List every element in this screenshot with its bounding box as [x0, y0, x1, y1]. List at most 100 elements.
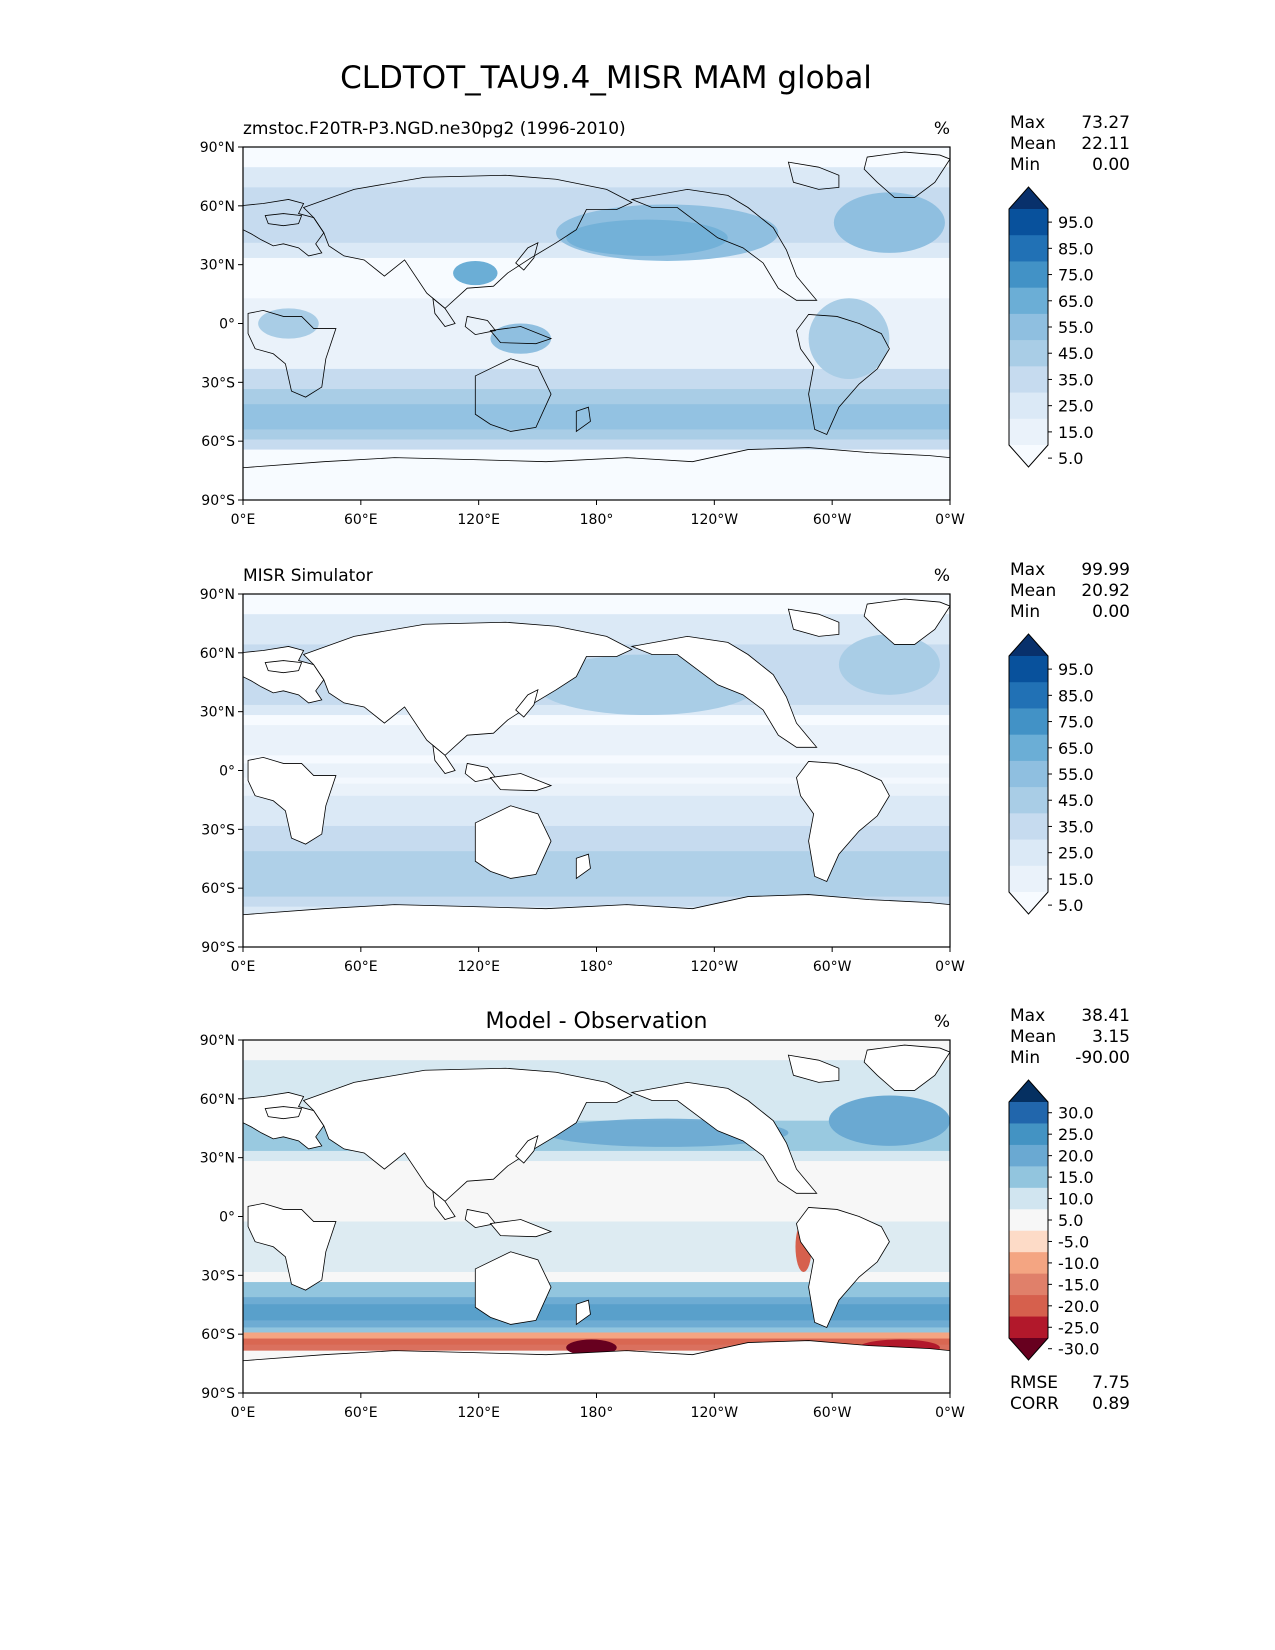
lon-tick-label: 60°E	[344, 1405, 378, 1421]
colorbar-tick-label: -30.0	[1058, 1340, 1099, 1359]
lon-tick-label: 120°W	[691, 959, 739, 975]
lat-tick-label: 60°N	[200, 1092, 235, 1108]
colorbar-segment	[1009, 1102, 1048, 1124]
lat-tick-label: 90°S	[201, 493, 235, 509]
map-panel-2: 90°N 60°N 30°N 0° 30°S 60°S 90°S 0°E 60°E 120°E 18…	[200, 560, 1130, 975]
lon-tick-label: 60°W	[813, 512, 852, 528]
colorbar-tick-label: 55.0	[1058, 318, 1094, 337]
colorbar-tick-label: 30.0	[1058, 1104, 1094, 1123]
stat-value: 99.99	[1081, 560, 1130, 580]
stat-value: 7.75	[1092, 1373, 1130, 1393]
lon-tick-label: 60°W	[813, 1405, 852, 1421]
stat-value: 20.92	[1081, 581, 1130, 601]
colorbar-segment	[1009, 340, 1048, 367]
colorbar-segment	[1009, 1144, 1048, 1167]
colorbar-extend-max	[1009, 187, 1048, 209]
colorbar-tick-label: 85.0	[1058, 686, 1094, 705]
colorbar-tick-label: -5.0	[1058, 1232, 1089, 1251]
lat-tick-label: 60°S	[201, 1327, 235, 1343]
colorbar-segment	[1009, 1316, 1048, 1339]
colorbar-segment	[1009, 656, 1048, 683]
panel-title: MISR Simulator	[243, 566, 373, 586]
figure-title: CLDTOT_TAU9.4_MISR MAM global	[340, 60, 872, 96]
colorbar-tick-label: -20.0	[1058, 1297, 1099, 1316]
lon-tick-label: 0°W	[935, 959, 965, 975]
colorbar-segment	[1009, 1123, 1048, 1146]
stat-value: 0.00	[1092, 602, 1130, 622]
panel-title: zmstoc.F20TR-P3.NGD.ne30pg2 (1996-2010)	[243, 119, 626, 139]
stat-label: RMSE	[1010, 1373, 1058, 1393]
colorbar-segment	[1009, 734, 1048, 762]
colorbar-tick-label: 45.0	[1058, 344, 1094, 363]
units-label: %	[934, 1012, 950, 1032]
colorbar-segment	[1009, 1273, 1048, 1296]
stat-value: 0.89	[1092, 1394, 1130, 1414]
lon-tick-label: 60°W	[813, 959, 852, 975]
lon-tick-label: 120°W	[691, 1405, 739, 1421]
colorbar-segment	[1009, 760, 1048, 788]
colorbar-tick-label: 25.0	[1058, 397, 1094, 416]
lat-tick-label: 90°N	[200, 140, 235, 156]
colorbar-segment	[1009, 1230, 1048, 1253]
colorbar-tick-label: 95.0	[1058, 213, 1094, 232]
colorbar-tick-label: 5.0	[1058, 1211, 1083, 1230]
colorbar-segment	[1009, 287, 1048, 315]
colorbar-tick-label: 85.0	[1058, 239, 1094, 258]
lat-tick-label: 30°N	[200, 1151, 235, 1167]
lat-tick-label: 30°S	[201, 822, 235, 838]
colorbar-tick-label: -25.0	[1058, 1318, 1099, 1337]
colorbar-tick-label: 35.0	[1058, 817, 1094, 836]
lon-tick-label: 0°W	[935, 512, 965, 528]
colorbar-segment	[1009, 1252, 1048, 1275]
colorbar-tick-label: 75.0	[1058, 713, 1094, 732]
stat-label: Min	[1010, 602, 1040, 622]
stat-label: Min	[1010, 1048, 1040, 1068]
lat-tick-label: 30°N	[200, 705, 235, 721]
stat-label: Max	[1010, 113, 1045, 133]
map-plot	[243, 1040, 950, 1393]
lat-tick-label: 60°N	[200, 199, 235, 215]
lon-tick-label: 180°	[580, 512, 614, 528]
lat-tick-label: 90°N	[200, 1033, 235, 1049]
colorbar-tick-label: 10.0	[1058, 1190, 1094, 1209]
colorbar-tick-label: 15.0	[1058, 423, 1094, 442]
lon-tick-label: 180°	[580, 1405, 614, 1421]
colorbar-segment	[1009, 418, 1048, 446]
stat-label: Mean	[1010, 1027, 1056, 1047]
lat-tick-label: 30°S	[201, 375, 235, 391]
stat-label: CORR	[1010, 1394, 1059, 1414]
colorbar-tick-label: -10.0	[1058, 1254, 1099, 1273]
colorbar-extend-max	[1009, 634, 1048, 656]
lon-tick-label: 60°E	[344, 959, 378, 975]
lon-tick-label: 180°	[580, 959, 614, 975]
colorbar-extend-min	[1009, 445, 1048, 467]
colorbar-tick-label: 25.0	[1058, 844, 1094, 863]
colorbar-tick-label: 20.0	[1058, 1147, 1094, 1166]
stat-label: Max	[1010, 1006, 1045, 1026]
colorbar-tick-label: 65.0	[1058, 739, 1094, 758]
colorbar-extend-min	[1009, 892, 1048, 914]
colorbar-segment	[1009, 1295, 1048, 1318]
units-label: %	[934, 566, 950, 586]
colorbar: 95.0 85.0 75.0 65.0 55.0 45.0 35.0 25.0 15.0 5.0	[1008, 633, 1094, 915]
lat-tick-label: 90°S	[201, 1386, 235, 1402]
colorbar-segment	[1009, 366, 1048, 394]
colorbar-tick-label: 15.0	[1058, 870, 1094, 889]
lat-tick-label: 60°S	[201, 881, 235, 897]
colorbar: 30.0 25.0 20.0 15.0 10.0 5.0 -5.0 -10.0 -15.0 -20…	[1008, 1079, 1099, 1361]
lat-tick-label: 60°N	[200, 646, 235, 662]
lat-tick-label: 90°N	[200, 587, 235, 603]
colorbar-segment	[1009, 865, 1048, 893]
colorbar-tick-label: 5.0	[1058, 449, 1083, 468]
lon-tick-label: 0°E	[231, 1405, 256, 1421]
lat-tick-label: 60°S	[201, 434, 235, 450]
map-panel-1: 90°N 60°N 30°N 0° 30°S 60°S 90°S 0°E 60°E 120°E 18…	[200, 113, 1130, 528]
colorbar-segment	[1009, 787, 1048, 814]
colorbar-tick-label: -15.0	[1058, 1275, 1099, 1294]
lat-tick-label: 30°N	[200, 258, 235, 274]
colorbar-tick-label: 35.0	[1058, 370, 1094, 389]
colorbar-segment	[1009, 1187, 1048, 1210]
colorbar-segment	[1009, 682, 1048, 709]
map-plot	[243, 147, 950, 500]
